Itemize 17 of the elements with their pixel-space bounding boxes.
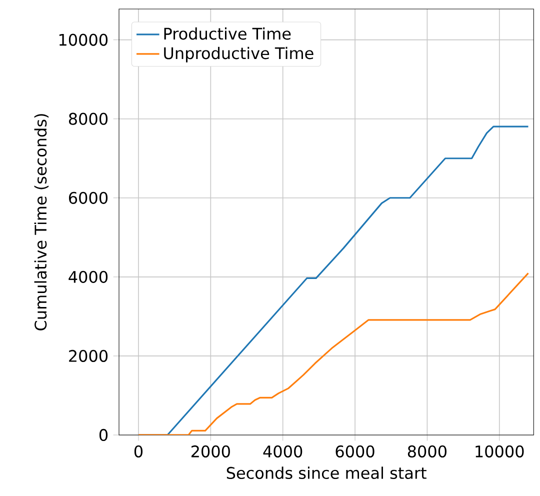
y-tick-label: 0 (99, 428, 108, 442)
y-tick-label: 8000 (68, 112, 108, 125)
y-tick-label: 4000 (68, 270, 108, 283)
line-series (138, 272, 530, 435)
y-tick-label: 6000 (68, 192, 108, 204)
x-tick-label: 8000 (408, 445, 446, 458)
x-tick-label: 2000 (191, 445, 230, 458)
x-tick-label: 10000 (476, 445, 524, 458)
x-axis-title: Seconds since meal start (226, 466, 426, 480)
y-tick-label: 10000 (59, 34, 108, 46)
legend-label: Productive Time (164, 27, 291, 40)
y-tick-label: 2000 (69, 350, 108, 362)
y-axis-title: Cumulative Time (seconds) (34, 114, 49, 330)
x-tick-label: 6000 (336, 445, 374, 458)
x-tick-label: 0 (134, 445, 143, 458)
legend-label: Unproductive Time (164, 46, 314, 62)
x-tick-label: 4000 (263, 445, 302, 458)
